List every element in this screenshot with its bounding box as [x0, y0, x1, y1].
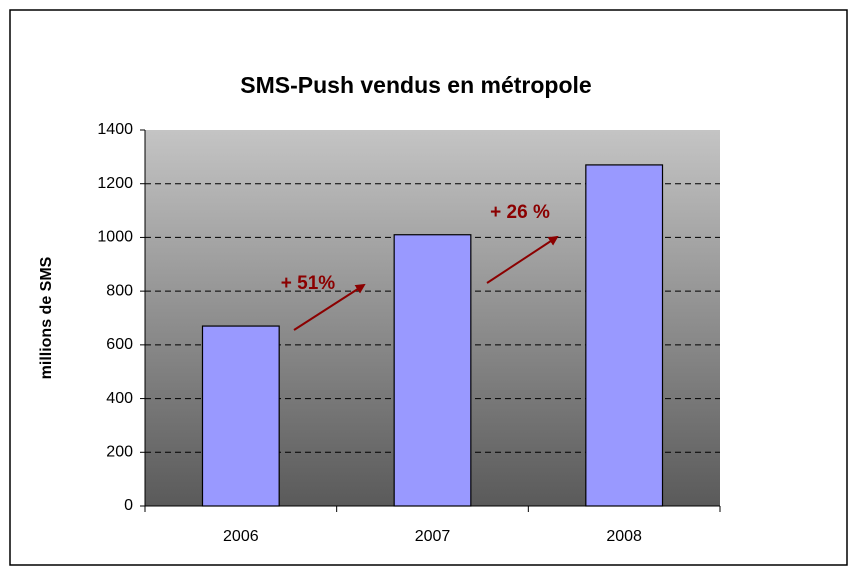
arrow [293, 283, 366, 331]
x-tick-label: 2008 [606, 528, 642, 545]
y-tick-label: 600 [106, 336, 133, 353]
arrow [486, 235, 559, 284]
y-axis-label: millions de SMS [38, 256, 55, 379]
y-tick-label: 200 [106, 444, 133, 461]
annotation: + 26 % [490, 202, 550, 223]
chart-title: SMS-Push vendus en métropole [240, 72, 591, 98]
x-tick-label: 2006 [223, 528, 259, 545]
annotation: + 51% [281, 273, 336, 294]
bar [201, 325, 280, 507]
x-tick-label: 2007 [415, 528, 451, 545]
y-tick-label: 1000 [97, 229, 133, 246]
bar [585, 164, 664, 507]
y-tick-label: 800 [106, 282, 133, 299]
y-tick-label: 400 [106, 390, 133, 407]
y-tick-label: 1400 [97, 121, 133, 138]
y-tick-label: 1200 [97, 175, 133, 192]
bar [393, 234, 472, 507]
marks [145, 164, 720, 507]
y-tick-label: 0 [124, 497, 133, 514]
